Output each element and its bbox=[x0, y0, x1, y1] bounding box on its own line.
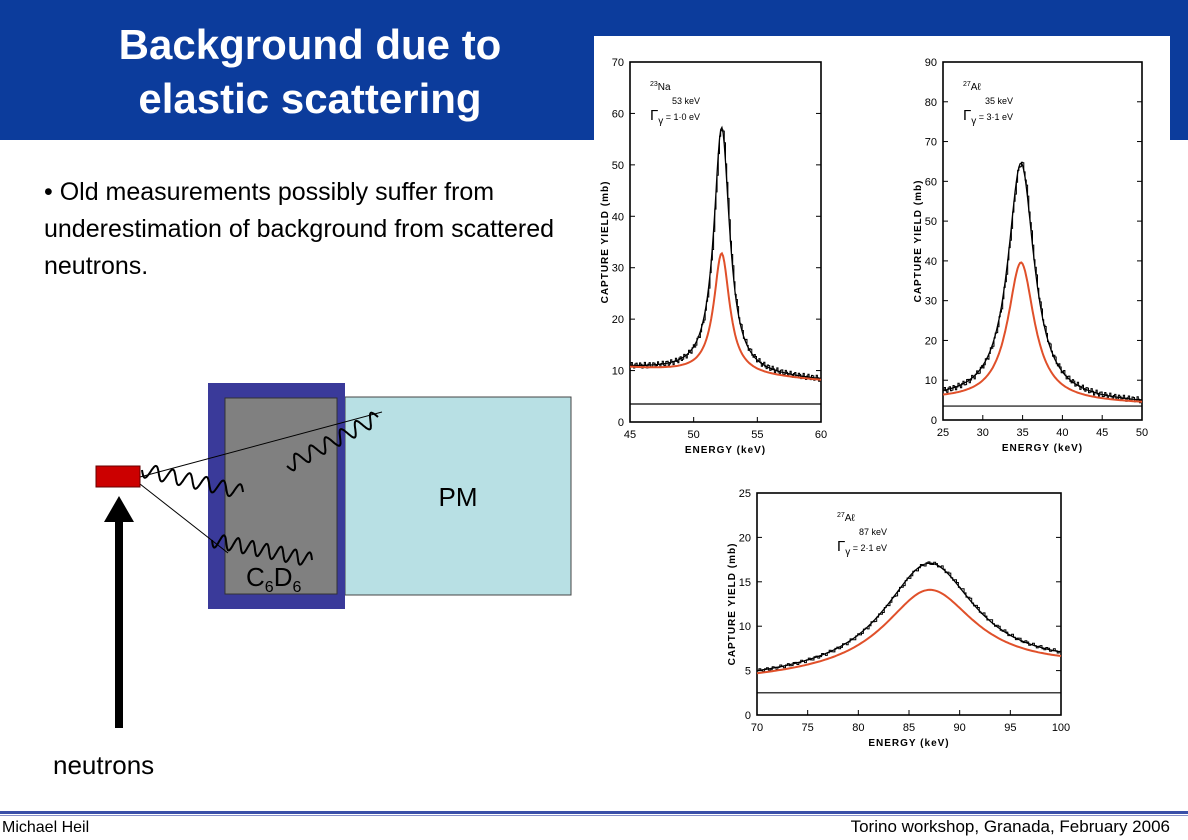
x-tick-label: 30 bbox=[977, 427, 989, 439]
plots-panel bbox=[594, 36, 1170, 800]
data-histogram bbox=[757, 561, 1062, 672]
title-line-2: elastic scattering bbox=[138, 75, 482, 122]
x-tick-label: 25 bbox=[937, 427, 949, 439]
gamma-wave-1 bbox=[141, 464, 244, 498]
background-curve bbox=[756, 588, 1062, 675]
scatter-ray-upper bbox=[139, 411, 383, 478]
capture-yield-chart-1: 0 10 20 30 40 50 60 70 45 50 55 60 ENERGY (keV) CAPTU… bbox=[600, 57, 827, 456]
y-tick-label: 10 bbox=[739, 621, 751, 633]
y-tick-label: 90 bbox=[925, 57, 937, 69]
photomultiplier-box bbox=[344, 396, 572, 596]
x-tick-label: 80 bbox=[852, 722, 864, 734]
y-tick-label: 70 bbox=[925, 137, 937, 149]
y-tick-label: 0 bbox=[931, 415, 937, 427]
fit-curve bbox=[942, 162, 1143, 401]
y-tick-label: 25 bbox=[739, 488, 751, 500]
nucleus-label: 27Aℓ bbox=[837, 512, 855, 524]
gamma-width: Γγ = 1·0 eV bbox=[650, 107, 700, 127]
c6d6-label: C6D6 bbox=[246, 562, 301, 596]
x-tick-label: 55 bbox=[751, 429, 763, 441]
y-tick-label: 60 bbox=[925, 176, 937, 188]
nucleus-label: 23Na bbox=[650, 81, 671, 93]
x-tick-label: 70 bbox=[751, 722, 763, 734]
x-tick-label: 45 bbox=[624, 429, 636, 441]
fit-curve bbox=[756, 562, 1062, 672]
gamma-wave-2 bbox=[286, 411, 379, 472]
plot-frame bbox=[629, 61, 822, 423]
capture-yield-chart-2: 0 10 20 30 40 50 60 70 80 90 25 30 35 40 45 50 ENERGY (k… bbox=[913, 57, 1148, 454]
x-tick-label: 60 bbox=[815, 429, 827, 441]
y-tick-label: 10 bbox=[612, 366, 624, 378]
y-tick-label: 0 bbox=[618, 417, 624, 429]
x-tick-label: 100 bbox=[1052, 722, 1070, 734]
y-tick-label: 40 bbox=[925, 256, 937, 268]
pm-label: PM bbox=[439, 482, 478, 512]
x-axis-label: ENERGY (keV) bbox=[1002, 443, 1083, 454]
y-tick-label: 15 bbox=[739, 577, 751, 589]
resonance-energy: 87 keV bbox=[859, 527, 887, 537]
resonance-energy: 53 keV bbox=[672, 96, 700, 106]
gamma-width: Γγ = 2·1 eV bbox=[837, 538, 887, 558]
x-axis-label: ENERGY (keV) bbox=[868, 738, 949, 749]
y-tick-label: 0 bbox=[745, 710, 751, 722]
y-tick-label: 60 bbox=[612, 108, 624, 120]
x-tick-label: 50 bbox=[1136, 427, 1148, 439]
footer-author: Michael Heil bbox=[2, 819, 90, 836]
gamma-width: Γγ = 3·1 eV bbox=[963, 107, 1013, 127]
y-axis-label: CAPTURE YIELD (mb) bbox=[727, 543, 738, 666]
background-curve bbox=[630, 251, 822, 381]
gamma-wave-3 bbox=[211, 534, 313, 566]
y-tick-label: 10 bbox=[925, 375, 937, 387]
bullet-text: • Old measurements possibly suffer from … bbox=[44, 178, 554, 280]
footer-rule bbox=[0, 811, 1188, 814]
fit-curve bbox=[630, 125, 822, 380]
y-tick-label: 40 bbox=[612, 211, 624, 223]
y-tick-label: 20 bbox=[612, 314, 624, 326]
y-tick-label: 80 bbox=[925, 97, 937, 109]
capture-yield-chart-3: 0 5 10 15 20 25 70 75 80 85 90 95 100 ENERGY (keV) CAP… bbox=[727, 488, 1070, 749]
x-tick-label: 90 bbox=[954, 722, 966, 734]
y-tick-label: 30 bbox=[612, 263, 624, 275]
slide-title: Background due to elastic scattering bbox=[20, 18, 600, 126]
x-tick-label: 35 bbox=[1016, 427, 1028, 439]
x-tick-label: 50 bbox=[688, 429, 700, 441]
background-curve bbox=[942, 261, 1143, 403]
y-axis-label: CAPTURE YIELD (mb) bbox=[913, 180, 924, 303]
data-histogram bbox=[943, 161, 1143, 404]
x-tick-label: 85 bbox=[903, 722, 915, 734]
x-tick-label: 45 bbox=[1096, 427, 1108, 439]
title-line-1: Background due to bbox=[118, 21, 502, 68]
sample-target bbox=[95, 465, 141, 488]
detector-diagram: PM C6D6 neutrons bbox=[53, 383, 572, 780]
scatter-ray-lower bbox=[139, 483, 229, 554]
y-tick-label: 50 bbox=[612, 160, 624, 172]
arrow-head bbox=[104, 496, 134, 522]
resonance-energy: 35 keV bbox=[985, 96, 1013, 106]
c6d6-detector bbox=[224, 397, 338, 595]
y-tick-label: 50 bbox=[925, 216, 937, 228]
footer-rule-thin bbox=[0, 815, 1188, 816]
footer-event: Torino workshop, Granada, February 2006 bbox=[850, 817, 1170, 836]
y-tick-label: 5 bbox=[745, 666, 751, 678]
y-tick-label: 70 bbox=[612, 57, 624, 69]
nucleus-label: 27Aℓ bbox=[963, 81, 981, 93]
y-axis-label: CAPTURE YIELD (mb) bbox=[600, 181, 611, 304]
plot-frame bbox=[756, 492, 1062, 716]
x-tick-label: 95 bbox=[1004, 722, 1016, 734]
y-tick-label: 30 bbox=[925, 296, 937, 308]
plot-frame bbox=[942, 61, 1143, 421]
neutrons-label: neutrons bbox=[53, 750, 154, 780]
x-tick-label: 40 bbox=[1056, 427, 1068, 439]
x-axis-label: ENERGY (keV) bbox=[685, 445, 766, 456]
x-tick-label: 75 bbox=[802, 722, 814, 734]
y-tick-label: 20 bbox=[739, 532, 751, 544]
y-tick-label: 20 bbox=[925, 335, 937, 347]
